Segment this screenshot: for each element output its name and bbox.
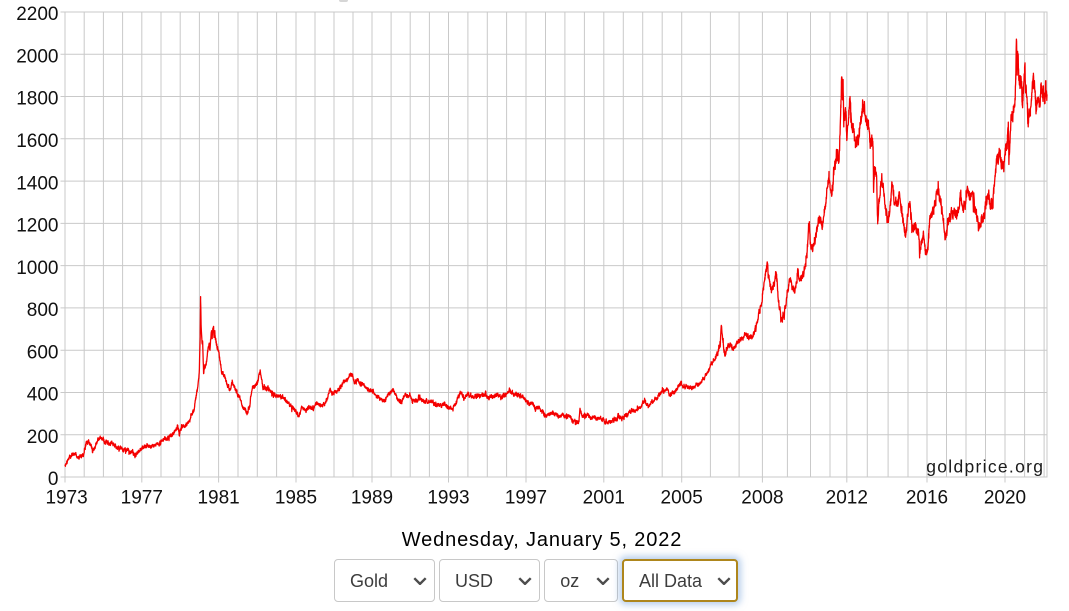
svg-text:2200: 2200	[16, 4, 58, 25]
svg-text:200: 200	[27, 427, 59, 448]
svg-text:2016: 2016	[906, 488, 948, 509]
svg-text:2020: 2020	[984, 488, 1026, 509]
svg-text:0: 0	[48, 469, 59, 490]
svg-text:1400: 1400	[16, 173, 58, 194]
svg-text:1997: 1997	[505, 488, 547, 509]
svg-text:2001: 2001	[583, 488, 625, 509]
svg-text:2000: 2000	[16, 47, 58, 68]
svg-text:2012: 2012	[826, 488, 868, 509]
svg-text:2005: 2005	[661, 488, 703, 509]
svg-text:600: 600	[27, 342, 59, 363]
svg-text:1800: 1800	[16, 89, 58, 110]
svg-text:1985: 1985	[275, 488, 317, 509]
svg-text:1600: 1600	[16, 131, 58, 152]
svg-text:400: 400	[27, 385, 59, 406]
svg-text:1977: 1977	[121, 488, 163, 509]
svg-text:1973: 1973	[45, 488, 87, 509]
svg-text:1989: 1989	[351, 488, 393, 509]
svg-text:1981: 1981	[197, 488, 239, 509]
svg-text:800: 800	[27, 300, 59, 321]
svg-text:1993: 1993	[427, 488, 469, 509]
svg-text:2008: 2008	[741, 488, 783, 509]
svg-text:1000: 1000	[16, 258, 58, 279]
svg-text:1200: 1200	[16, 216, 58, 237]
svg-text:goldprice.org: goldprice.org	[926, 456, 1044, 476]
